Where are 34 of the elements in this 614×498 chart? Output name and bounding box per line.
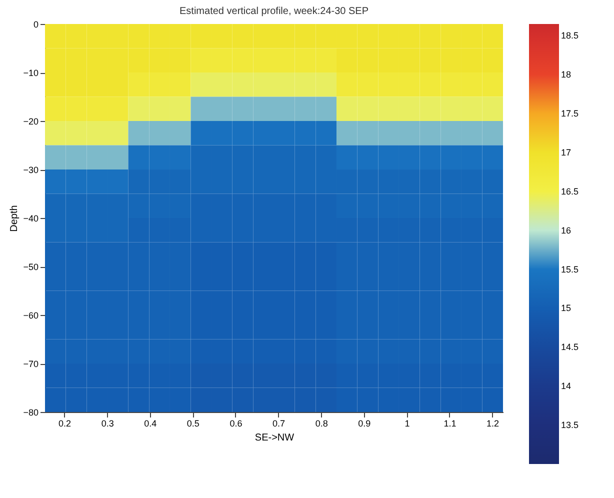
x-tick-label: 0.4 [144,418,157,428]
y-tick-label: −10 [23,68,38,78]
x-tick-label: 0.7 [272,418,286,428]
y-tick-label: 0 [33,20,38,30]
color-bar-label: 16.5 [561,186,579,196]
x-tick-label: 0.6 [230,418,242,428]
color-bar-label: 18.5 [561,30,579,41]
y-tick-label: −30 [23,165,38,175]
x-tick-label: 1.1 [444,418,456,428]
color-bar-label: 14 [561,381,572,392]
x-tick-label: 0.3 [101,418,114,428]
x-tick-label: 0.5 [186,418,200,428]
color-bar-label: 14.5 [561,342,579,352]
color-bar-label: 15 [561,303,572,314]
chart-title: Estimated vertical profile, week:24-30 SEP [180,6,369,17]
x-tick-label: 1.2 [486,418,500,428]
y-tick-label: −20 [23,116,38,126]
color-bar-label: 16 [561,225,572,236]
color-bar-label: 18 [561,70,572,80]
y-axis-title: Depth [9,205,20,232]
x-tick-label: 1 [404,418,410,428]
color-bar-label: 13.5 [561,420,579,430]
y-tick-label: −80 [23,408,38,418]
color-bar-label: 17.5 [561,108,579,119]
x-tick-label: 0.2 [58,418,72,428]
color-bar-label: 15.5 [561,264,579,274]
color-bar-label: 17 [561,147,572,158]
y-tick-label: −70 [23,359,38,369]
y-tick-label: −50 [23,262,38,272]
y-tick-label: −60 [23,310,38,320]
x-tick-label: 0.8 [315,418,328,428]
x-axis-title: SE->NW [254,432,295,444]
x-tick-label: 0.9 [358,418,371,428]
y-tick-label: −40 [23,214,38,224]
